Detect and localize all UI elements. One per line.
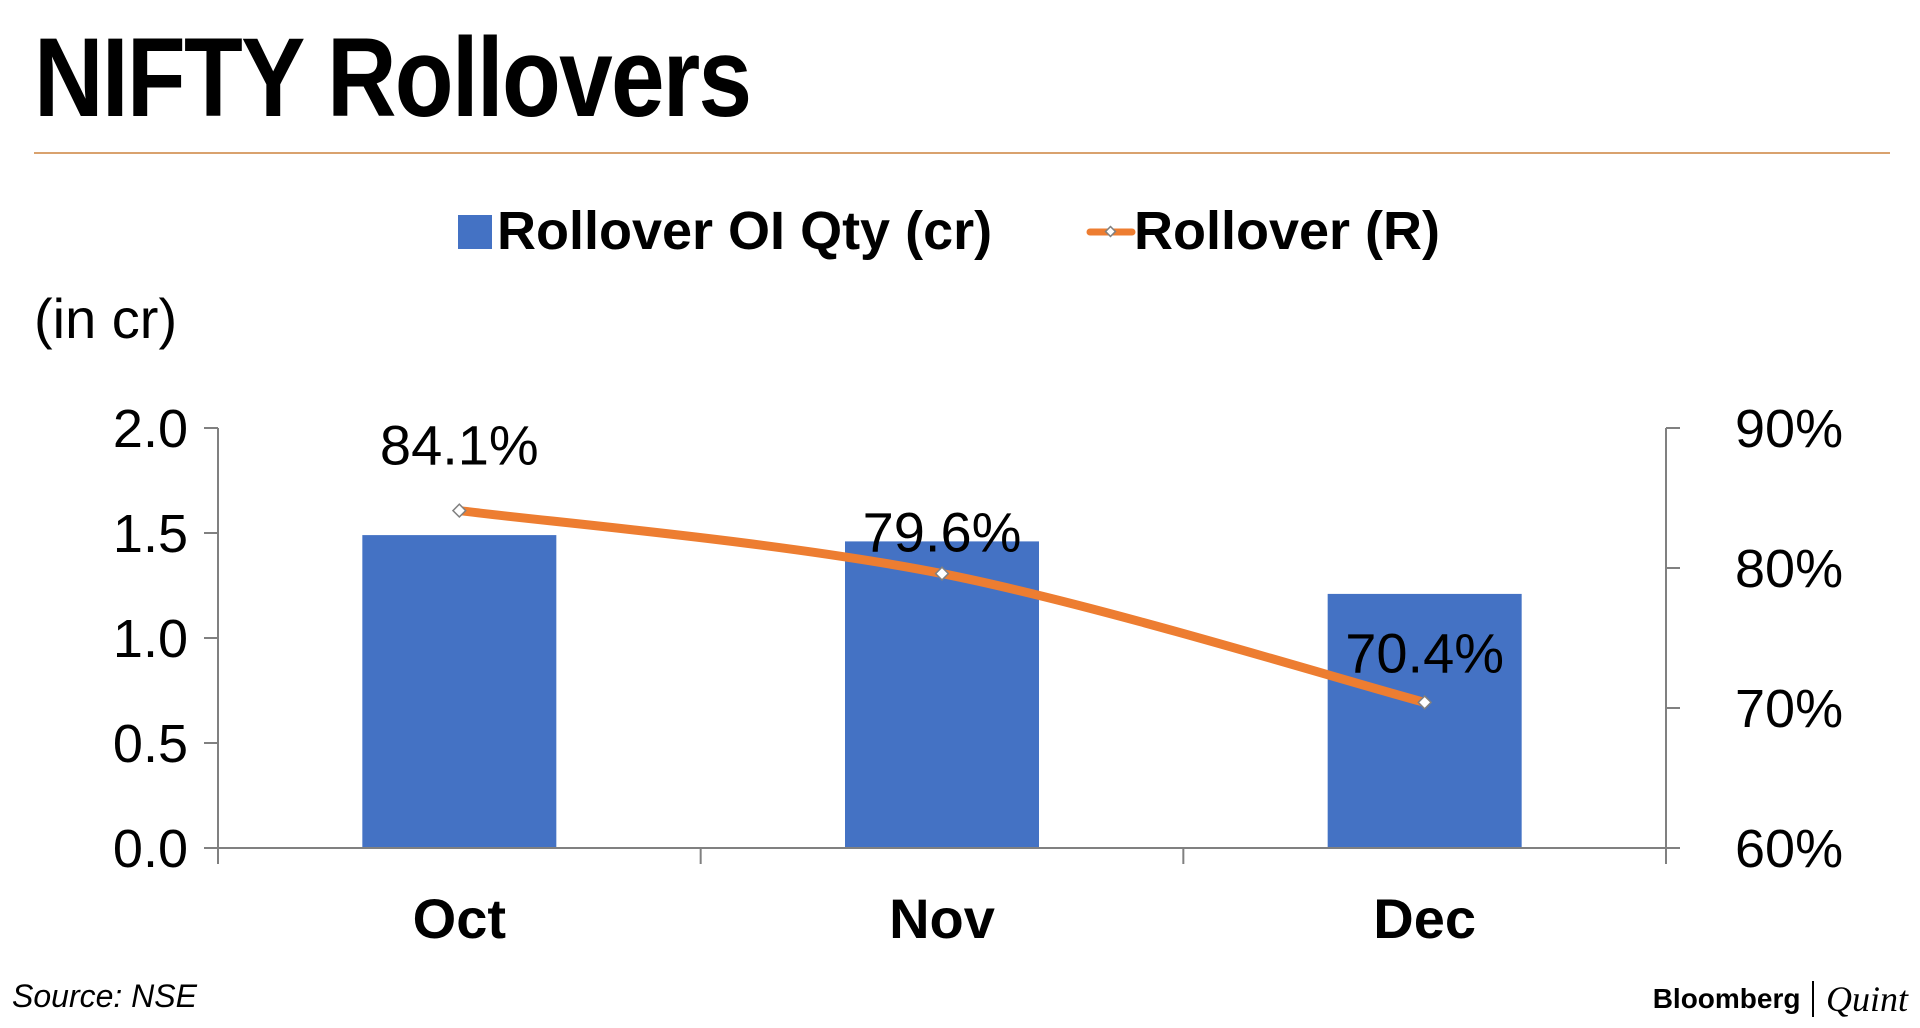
brand-name: Bloomberg [1652,983,1801,1014]
legend-label-rollover-oi-qty: Rollover OI Qty (cr) [497,201,992,261]
rollover-label-nov: 79.6% [863,501,1022,564]
rollover-chart: Rollover OI Qty (cr) Rollover (R) (in cr… [34,201,1843,950]
right-tick-label: 60% [1735,819,1843,879]
legend: Rollover OI Qty (cr) Rollover (R) [458,201,1440,261]
left-tick-label: 0.0 [113,819,188,879]
left-tick-label: 1.5 [113,504,188,564]
rollover-label-dec: 70.4% [1345,621,1504,684]
brand-separator [1812,981,1814,1017]
right-tick-label: 70% [1735,679,1843,739]
brand-logo: Bloomberg Quint [1653,978,1908,1020]
bar-oct [362,535,557,848]
brand-sub: Quint [1825,979,1908,1019]
bar-dec [1327,593,1522,848]
plot-area: 0.0 0.5 1.0 1.5 2.0 60% 70% 80% 90% Oct Nov Dec 84.1… [113,399,1843,950]
left-tick-label: 1.0 [113,609,188,669]
right-tick-label: 90% [1735,399,1843,459]
rollover-point-dec [1417,694,1433,710]
left-tick-label: 2.0 [113,399,188,459]
source-note: Source: NSE [12,978,197,1014]
y-axis-unit-label: (in cr) [34,287,177,350]
legend-marker-rollover [1104,225,1117,238]
legend-label-rollover: Rollover (R) [1134,201,1440,261]
x-tick-label-nov: Nov [889,887,995,950]
rollover-label-oct: 84.1% [380,414,539,477]
bar-nov [845,541,1039,848]
page-title: NIFTY Rollovers [34,15,752,140]
legend-swatch-rollover-oi-qty [458,215,492,249]
right-tick-label: 80% [1735,539,1843,599]
rollover-point-oct [451,503,467,519]
x-tick-label-dec: Dec [1373,887,1476,950]
rollover-point-nov [934,566,950,582]
title-divider [34,152,1890,154]
left-tick-label: 0.5 [113,714,188,774]
x-tick-label-oct: Oct [413,887,506,950]
